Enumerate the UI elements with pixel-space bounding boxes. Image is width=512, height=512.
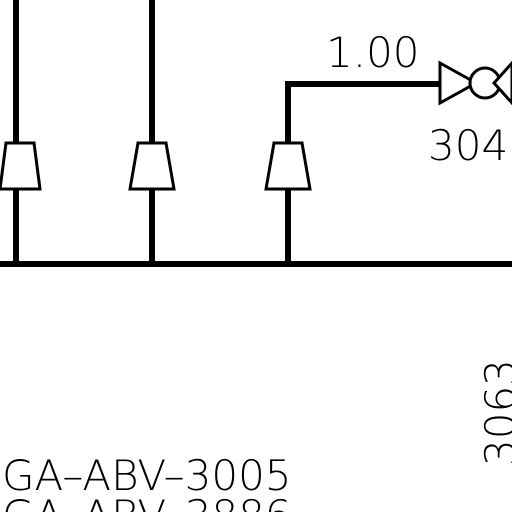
gate-valve-icon [438, 60, 512, 106]
reducers [0, 141, 312, 191]
reducer-icon [0, 141, 42, 191]
pipe-size-label: 1.00 [326, 28, 420, 77]
line-tag-label-2: GA–ABV–3886 [2, 491, 292, 512]
reducer-icon [128, 141, 176, 191]
line-tag-label-1: GA–ABV–3005 [2, 451, 292, 500]
valve-tag-label: 304 [428, 121, 508, 170]
pipe-lines [0, 0, 512, 267]
reducer-icon [264, 141, 312, 191]
vertical-tag-label: 3063 [476, 359, 512, 466]
